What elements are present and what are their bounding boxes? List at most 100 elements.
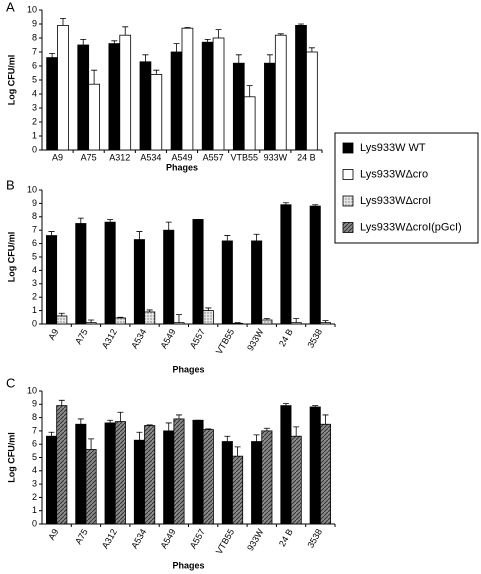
bar	[108, 43, 121, 151]
bar	[88, 83, 100, 151]
error-bar	[277, 33, 284, 36]
y-tick-label: 5	[32, 74, 37, 84]
error-bar	[117, 411, 124, 422]
bar	[104, 221, 116, 325]
error-bar	[266, 54, 273, 64]
y-tick-label: 5	[32, 452, 37, 462]
legend-swatch	[342, 169, 354, 180]
bar	[85, 322, 97, 325]
bar	[290, 322, 302, 325]
bar	[280, 405, 292, 525]
bar	[56, 405, 68, 525]
bar	[114, 421, 126, 525]
error-bar	[165, 422, 172, 431]
y-tick-label: 9	[32, 399, 37, 409]
legend-box	[334, 132, 479, 244]
bar	[144, 311, 156, 325]
x-tick-label: VTB55	[214, 527, 236, 556]
x-tick-label: VTB55	[214, 327, 236, 356]
bar	[75, 223, 87, 325]
bar	[232, 62, 245, 151]
bar	[163, 229, 175, 325]
y-tick-label: 10	[27, 4, 37, 14]
y-tick-label: 2	[32, 116, 37, 126]
error-bar	[322, 414, 329, 425]
x-tick-label: A9	[46, 527, 60, 542]
x-tick-label: A557	[203, 152, 224, 162]
x-tick-label: A557	[188, 527, 207, 550]
y-tick-label: 1	[32, 130, 37, 140]
error-bar	[293, 318, 300, 323]
error-bar	[80, 39, 87, 45]
error-bar	[235, 54, 242, 64]
x-tick-label: 24 B	[277, 527, 295, 548]
bar	[46, 57, 58, 151]
panel-label: C	[6, 375, 15, 390]
x-tick-label: A534	[140, 152, 161, 162]
error-bar	[205, 307, 212, 311]
error-bar	[122, 26, 129, 36]
error-bar	[246, 85, 253, 97]
bar	[290, 435, 302, 525]
bar	[45, 235, 58, 325]
y-tick-label: 8	[32, 412, 37, 422]
bar	[251, 441, 263, 525]
y-tick-label: 4	[32, 88, 37, 98]
bar	[139, 61, 152, 151]
x-tick-label: A312	[100, 527, 119, 550]
y-tick-label: 2	[32, 492, 37, 502]
bar	[309, 205, 321, 325]
legend-label: Lys933W WT	[360, 142, 426, 154]
error-bar	[184, 27, 191, 29]
error-bar	[175, 314, 182, 323]
error-bar	[111, 40, 118, 44]
error-bar	[234, 446, 241, 457]
x-tick-label: A534	[129, 527, 148, 550]
error-bar	[298, 23, 304, 26]
y-tick-label: 9	[32, 198, 37, 208]
y-tick-label: 3	[32, 478, 37, 488]
y-tick-label: 7	[32, 46, 37, 56]
y-tick-label: 8	[32, 32, 37, 42]
error-bar	[293, 426, 300, 437]
y-tick-label: 3	[32, 102, 37, 112]
bar	[119, 34, 132, 151]
bar	[150, 74, 163, 151]
error-bar	[204, 39, 211, 43]
bar	[202, 310, 214, 325]
bar	[104, 422, 116, 525]
bar	[232, 322, 244, 325]
x-tick-label: 933W	[245, 327, 266, 353]
error-bar	[282, 403, 289, 406]
y-axis-label: Log CFU/ml	[6, 432, 16, 483]
bar	[232, 455, 244, 525]
error-bar	[308, 47, 315, 52]
x-tick-label: A312	[109, 152, 130, 162]
bar	[170, 51, 183, 151]
error-bar	[205, 428, 212, 430]
y-tick-label: 10	[27, 184, 37, 194]
error-bar	[91, 69, 98, 85]
x-tick-label: A9	[52, 152, 63, 162]
x-tick-label: 24 B	[297, 152, 316, 162]
legend-label: Lys933WΔcroI	[360, 195, 431, 207]
x-tick-label: A9	[46, 327, 60, 342]
bar	[173, 418, 185, 525]
bar	[306, 51, 318, 151]
y-tick-label: 2	[32, 292, 37, 302]
bar	[212, 37, 225, 151]
x-tick-label: A75	[73, 527, 90, 546]
y-axis-label: Log CFU/ml	[6, 55, 16, 106]
bar	[163, 430, 175, 525]
error-bar	[136, 431, 143, 441]
y-tick-label: 1	[32, 505, 37, 515]
error-bar	[322, 320, 329, 323]
y-tick-label: 7	[32, 225, 37, 235]
bar	[319, 322, 332, 325]
bar	[45, 435, 58, 525]
x-tick-label: A557	[188, 327, 207, 350]
legend-swatch	[342, 195, 354, 207]
bar	[77, 44, 90, 151]
bar	[309, 406, 321, 525]
